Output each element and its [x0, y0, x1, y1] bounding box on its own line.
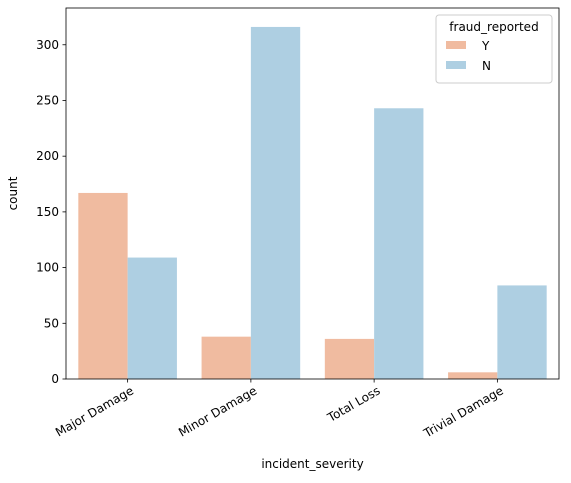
y-axis: 0 50 100 150 200 250 300 — [36, 38, 66, 386]
bar-Y-3 — [448, 372, 498, 379]
y-tick-label: 100 — [36, 261, 59, 275]
legend-title: fraud_reported — [449, 20, 538, 34]
x-tick-label: Major Damage — [53, 383, 136, 439]
x-tick-label: Total Loss — [324, 383, 382, 425]
bar-Y-1 — [201, 336, 251, 379]
bar-N-0 — [127, 257, 177, 379]
bar-Y-2 — [324, 338, 375, 379]
x-axis-title: incident_severity — [261, 457, 363, 471]
bars-group — [78, 26, 547, 380]
x-tick-label: Trivial Damage — [420, 383, 505, 440]
x-axis: Major Damage Minor Damage Total Loss Trivia… — [53, 379, 506, 441]
bar-Y-0 — [78, 192, 128, 379]
y-tick-label: 50 — [44, 316, 59, 330]
y-tick-label: 0 — [51, 372, 59, 386]
legend-label-Y: Y — [481, 39, 490, 53]
bar-N-2 — [374, 108, 424, 380]
x-tick-label: Minor Damage — [176, 383, 259, 439]
legend: fraud_reported YN — [435, 14, 553, 84]
y-tick-label: 150 — [36, 205, 59, 219]
y-axis-title: count — [6, 176, 20, 210]
legend-swatch-Y — [446, 41, 466, 49]
y-tick-label: 300 — [36, 38, 59, 52]
legend-swatch-N — [446, 61, 466, 69]
bar-N-3 — [497, 285, 547, 379]
legend-label-N: N — [482, 59, 491, 73]
y-tick-label: 200 — [36, 149, 59, 163]
plot-frame — [65, 7, 560, 380]
bar-N-1 — [250, 26, 301, 379]
y-tick-label: 250 — [36, 93, 59, 107]
